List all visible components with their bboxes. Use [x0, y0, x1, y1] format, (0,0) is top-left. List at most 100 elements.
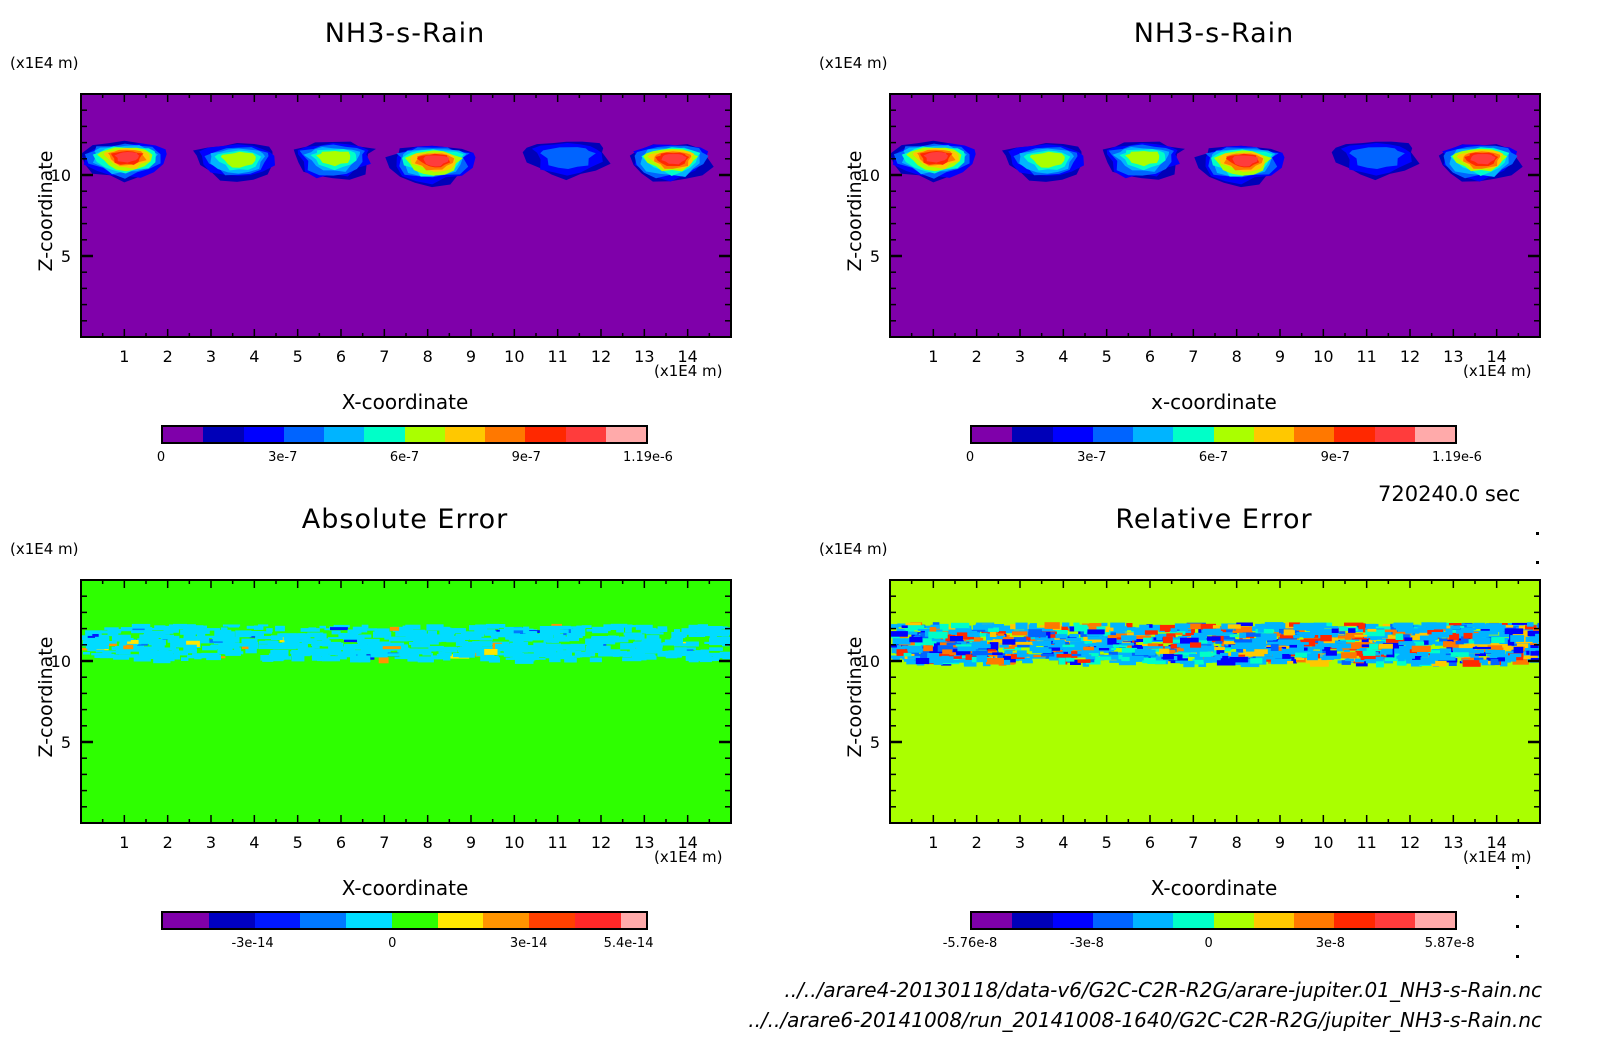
y-tick-label: 5 — [870, 247, 880, 266]
error-cell — [491, 633, 499, 639]
error-cell — [543, 638, 551, 643]
error-cell — [312, 642, 320, 649]
error-cell — [201, 628, 210, 634]
error-cell — [1055, 634, 1068, 639]
error-cell — [1296, 655, 1305, 660]
error-cell — [199, 640, 212, 644]
error-cell — [1033, 647, 1049, 652]
error-cell — [1030, 641, 1050, 645]
error-cell — [1377, 629, 1397, 633]
error-cell — [1431, 649, 1446, 652]
error-cell — [139, 639, 156, 643]
error-cell — [171, 648, 179, 653]
error-cell — [220, 627, 228, 632]
error-cell — [1377, 653, 1394, 660]
error-cell — [1093, 646, 1110, 651]
error-cell — [730, 633, 731, 639]
error-cell — [1159, 624, 1176, 631]
error-cell — [627, 634, 645, 640]
error-cell — [1168, 628, 1187, 631]
error-cell — [678, 650, 697, 656]
error-cell — [675, 633, 687, 638]
error-cell — [115, 648, 131, 655]
plot-background — [81, 94, 731, 337]
error-cell — [1325, 650, 1337, 656]
error-cell — [344, 638, 364, 643]
error-cell — [1447, 639, 1454, 642]
error-cell — [1270, 644, 1279, 651]
error-cell — [1222, 658, 1231, 664]
error-cell — [1331, 643, 1352, 649]
error-cell — [1499, 644, 1512, 651]
error-cell — [1393, 622, 1414, 629]
error-cell — [1490, 624, 1506, 630]
error-cell — [108, 629, 118, 635]
error-cell — [479, 637, 493, 641]
error-cell — [491, 655, 499, 659]
error-cell — [688, 626, 704, 633]
error-cell — [1453, 647, 1469, 655]
error-cell — [1062, 644, 1075, 648]
error-cell — [1480, 630, 1499, 635]
error-cell — [524, 647, 541, 650]
error-cell — [144, 627, 153, 634]
error-cell — [1075, 654, 1092, 658]
error-cell — [1470, 655, 1479, 658]
error-cell — [92, 634, 99, 640]
error-cell — [222, 639, 233, 645]
error-cell — [1384, 657, 1400, 662]
contour-level-10 — [423, 155, 450, 167]
error-cell — [1448, 623, 1462, 626]
error-cell — [173, 623, 187, 626]
error-cell — [1504, 628, 1524, 635]
error-cell — [218, 631, 235, 638]
error-cell — [131, 646, 146, 650]
error-cell — [700, 649, 710, 655]
contour-level-6 — [316, 151, 351, 167]
error-cell — [333, 624, 350, 628]
error-cell — [1405, 653, 1414, 657]
error-cell — [1229, 657, 1248, 663]
error-cell — [1074, 624, 1088, 632]
error-cell — [1340, 640, 1356, 643]
error-cell — [1095, 656, 1112, 661]
error-cell — [615, 650, 627, 657]
error-cell — [180, 629, 195, 635]
error-cell — [203, 628, 220, 631]
colorbar-swatch — [203, 427, 244, 442]
error-cell — [94, 630, 108, 633]
error-cell — [1004, 650, 1013, 654]
error-cell — [1303, 640, 1316, 647]
error-cell — [1230, 644, 1251, 649]
error-cell — [1023, 654, 1043, 657]
error-cell — [681, 628, 696, 635]
error-cell — [1299, 622, 1315, 628]
error-cell — [892, 638, 911, 645]
error-cell — [437, 636, 449, 642]
x-tick-label: 7 — [379, 347, 389, 366]
error-cell — [1012, 631, 1028, 636]
error-cell — [687, 651, 694, 656]
error-cell — [382, 646, 401, 650]
x-tick-label: 9 — [1275, 347, 1285, 366]
error-cell — [930, 624, 944, 629]
error-cell — [317, 656, 336, 662]
error-cell — [1131, 635, 1152, 639]
error-cell — [265, 656, 285, 661]
error-cell — [646, 630, 660, 635]
x-tick-label: 11 — [1356, 347, 1376, 366]
error-cell — [140, 649, 154, 654]
error-cell — [212, 636, 232, 642]
colorbar-swatch — [525, 427, 566, 442]
colorbar-swatch — [404, 427, 445, 442]
error-cell — [1082, 660, 1090, 667]
colorbar-swatch — [1173, 913, 1214, 928]
error-cell — [554, 626, 573, 630]
error-cell — [127, 640, 139, 644]
x-tick-label: 14 — [677, 347, 697, 366]
error-cell — [411, 642, 430, 648]
error-cell — [428, 645, 444, 652]
error-cell — [199, 635, 217, 639]
error-cell — [1112, 644, 1128, 648]
error-cell — [90, 648, 109, 651]
